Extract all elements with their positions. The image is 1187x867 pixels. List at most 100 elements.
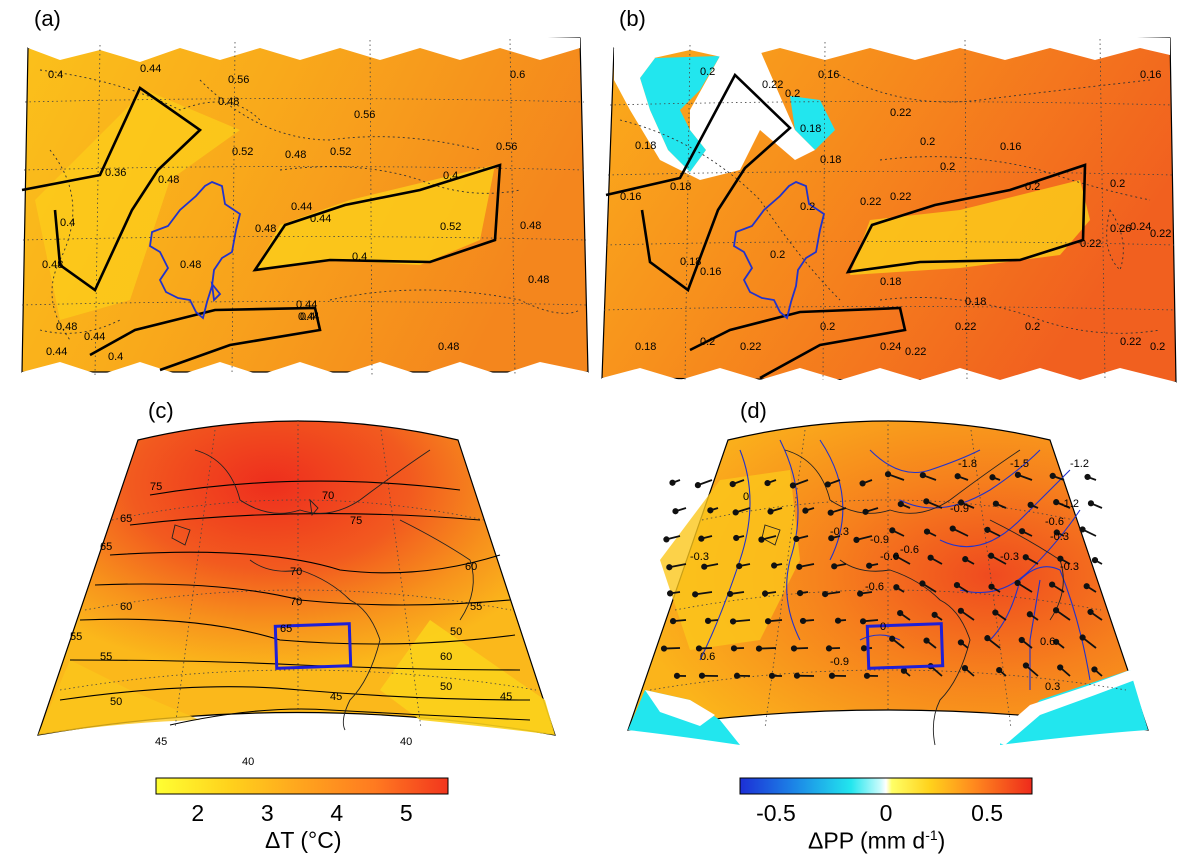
wind-arrow-head [919,580,926,587]
panel-b-contour-label: 0.2 [1150,341,1165,353]
panel-a-contour-label: 0.4 [60,217,75,229]
wind-arrow-head [988,552,995,559]
panel-b-edge-bottom [602,368,1176,392]
precipitation-label-sup: -1 [925,827,938,843]
wind-arrow-head [1053,499,1060,506]
panel-b-contour-label: 0.18 [880,276,901,288]
wind-arrow-head [1053,529,1060,536]
panel-c-contour-label: 45 [155,736,167,748]
wind-arrow-head [857,590,864,597]
wind-arrow-head [893,584,900,591]
panel-b-contour-label: 0.16 [1000,141,1021,153]
panel-d-contour-label: 0.6 [700,651,715,663]
panel-b-contour-label: 0.2 [820,321,835,333]
panel-b-contour-label: 0.16 [818,69,839,81]
wind-arrow-head [789,482,797,489]
panel-c-contour-label: 70 [290,596,302,608]
panel-d-contour-label: 0.6 [1040,636,1055,648]
panel-c-region-box [273,622,353,670]
wind-arrow-head [961,665,969,672]
panel-c-contour-label: 50 [440,681,452,693]
wind-arrow-head [897,500,904,508]
panel-a-contour-label: 0.44 [310,213,331,225]
panel-a-contour-label: 0.48 [218,96,239,108]
panel-d-white-sw [645,690,715,726]
wind-arrow-head [673,672,681,679]
wind-arrow-head [923,498,930,505]
wind-arrow-head [1022,554,1029,561]
wind-arrow-head [762,590,769,597]
panel-d-contour-label: -0.6 [900,544,919,556]
precipitation-label-main: ΔPP (mm d [808,827,926,854]
panel-a-contour-label: 0.48 [180,259,201,271]
wind-arrow-head [704,617,712,624]
panel-c-contour-label: 40 [242,756,254,768]
panel-d-contour-label: -1.2 [1060,498,1079,510]
wind-arrow-head [768,672,776,679]
panel-c-contour-label: 50 [110,696,122,708]
panel-b-contour-label: 0.22 [955,321,976,333]
panel-d-contour-label: -0.3 [1000,551,1019,563]
wind-arrow-head [958,499,965,506]
wind-arrow-head [733,534,740,542]
panel-b-contour-label: 0.2 [920,136,935,148]
wind-arrow-head [992,609,999,616]
panel-c-contour-label: 75 [150,481,162,493]
wind-arrow-head [884,471,892,478]
panel-a-contour-label: 0.56 [228,74,249,86]
wind-arrow-head [900,667,908,674]
temperature-tick-label: 2 [191,800,205,826]
wind-arrow-head [663,536,670,543]
panel-b-contour-label: 0.18 [635,140,656,152]
panel-d-yellow-west [660,470,800,650]
wind-arrow-head [729,481,736,488]
wind-arrow-head [755,645,763,652]
wind-arrow-head [889,527,896,534]
panel-a-map [21,37,589,382]
panel-b-contour-label: 0.22 [860,196,881,208]
panel-a-contour-label: 0.52 [232,146,253,158]
panel-d-contour-label: -1.5 [1010,458,1029,470]
wind-arrow-head [931,611,938,618]
panel-d-contour-label: -0.3 [690,551,709,563]
wind-arrow-head [1019,528,1026,535]
precipitation-tick-label: 0 [879,800,893,826]
panel-a-contour-label: 0.36 [105,167,126,179]
wind-arrow-head [1049,472,1056,479]
wind-arrow-head [802,507,809,514]
wind-arrow-head [701,563,708,570]
panel-d-label: (d) [740,398,767,423]
panel-d-contour-label: -0.3 [830,526,849,538]
wind-arrow-head [866,562,873,569]
wind-arrow-head [1091,666,1098,673]
wind-arrow-head [669,618,677,625]
panel-b-cyan-anomaly-2 [790,96,835,150]
panel-b-label: (b) [619,6,646,31]
wind-arrow-head [892,553,900,560]
wind-arrow-head [1014,579,1021,587]
wind-arrow-head [919,472,926,479]
panel-d-contour-label: -0.9 [950,503,969,515]
panel-a-contour-label: 0.4 [443,170,458,182]
wind-arrow-head [1052,607,1060,614]
panel-b-contour-label: 0.16 [620,191,641,203]
contour-label-layer: 0.4 0.440.56 0.60.480.560.360.52 0.48 0.52 0.… [42,63,1171,768]
wind-arrow-head [822,590,829,598]
panel-a-lowvalue-zone [35,90,240,320]
wind-arrow-head [853,536,860,543]
wind-arrow-head [1018,636,1025,644]
panel-d-contour-label: 0 [880,621,886,633]
wind-arrow-head [1091,557,1099,564]
panel-b-contour-label: 0.22 [762,79,783,91]
panel-a-contour-label: 0.44 [291,201,312,213]
wind-arrow-head [793,672,801,679]
panel-c-contour-label: 45 [330,691,342,703]
wind-arrow-head [954,473,961,480]
wind-arrow-head [825,645,833,652]
panel-b-contour-label: 0.18 [965,296,986,308]
panel-a-edge-bottom [22,362,588,382]
wind-arrow-head [988,583,995,590]
panel-b-contour-label: 0.22 [1120,336,1141,348]
wind-arrow-head [729,618,737,625]
